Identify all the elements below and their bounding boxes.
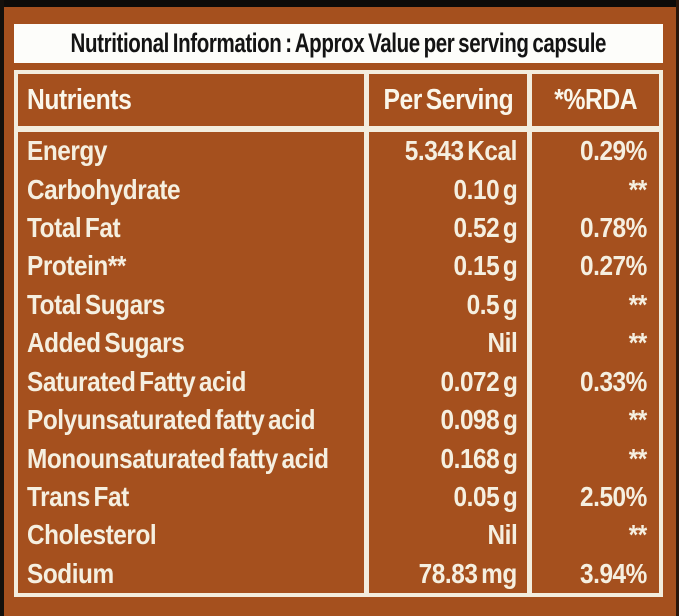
rda-value: ** [527, 285, 659, 325]
table-row-added-sugars: Added Sugars Nil ** [18, 324, 659, 363]
per-serving-value: 0.10 g [364, 170, 527, 209]
per-serving-value: 5.343 Kcal [364, 132, 527, 171]
per-serving-value: 0.072 g [364, 362, 527, 401]
rda-value: 3.94% [527, 554, 659, 594]
rda-value: ** [527, 170, 659, 209]
photo-edge-right [676, 0, 679, 616]
table-row-protein: Protein** 0.15 g 0.27% [18, 247, 659, 286]
per-serving-value: 0.168 g [364, 439, 527, 478]
nutrient-name: Sodium [27, 557, 114, 589]
table-row-trans-fat: Trans Fat 0.05 g 2.50% [18, 477, 659, 517]
rda-value: 2.50% [527, 477, 659, 517]
table-row-monounsaturated-fatty-acid: Monounsaturated fatty acid 0.168 g ** [18, 439, 659, 478]
rda-value: 0.78% [527, 208, 659, 248]
table-row-carbohydrate: Carbohydrate 0.10 g ** [18, 170, 659, 209]
rda-value: ** [527, 516, 659, 555]
photo-edge-top [0, 0, 679, 7]
table-header-row: Nutrients Per Serving *%RDA [18, 74, 659, 132]
rda-value: ** [527, 439, 659, 478]
label-content: Nutritional Information : Approx Value p… [4, 7, 676, 616]
table-row-total-fat: Total Fat 0.52 g 0.78% [18, 208, 659, 248]
rda-value: 0.29% [527, 132, 659, 171]
per-serving-value: Nil [364, 516, 527, 555]
rda-value: 0.27% [527, 247, 659, 286]
table-row-polyunsaturated-fatty-acid: Polyunsaturated fatty acid 0.098 g ** [18, 400, 659, 440]
header-rda: *%RDA [527, 74, 659, 126]
per-serving-value: 0.52 g [364, 208, 527, 248]
nutrient-name: Cholesterol [27, 519, 157, 551]
per-serving-value: 78.83 mg [364, 554, 527, 594]
table-row-cholesterol: Cholesterol Nil ** [18, 516, 659, 555]
nutrient-name: Added Sugars [27, 327, 185, 359]
header-per-serving: Per Serving [364, 74, 527, 126]
rda-value: 0.33% [527, 362, 659, 401]
nutrient-name: Saturated Fatty acid [27, 365, 246, 397]
title-text: Nutritional Information : Approx Value p… [70, 28, 607, 58]
per-serving-value: Nil [364, 324, 527, 363]
nutrient-name: Total Fat [27, 212, 121, 244]
table-row-saturated-fatty-acid: Saturated Fatty acid 0.072 g 0.33% [18, 362, 659, 401]
nutrient-name: Monounsaturated fatty acid [27, 442, 329, 474]
nutrient-name: Energy [27, 135, 107, 167]
per-serving-value: 0.05 g [364, 477, 527, 517]
table-row-total-sugars: Total Sugars 0.5 g ** [18, 285, 659, 325]
nutrient-name: Polyunsaturated fatty acid [27, 404, 316, 436]
table-body: Energy 5.343 Kcal 0.29% Carbohydrate 0.1… [18, 132, 659, 594]
table-row-sodium: Sodium 78.83 mg 3.94% [18, 554, 659, 594]
nutrient-name: Protein** [27, 250, 126, 282]
nutrient-name: Total Sugars [27, 288, 165, 320]
header-nutrients: Nutrients [27, 83, 132, 116]
rda-value: ** [527, 324, 659, 363]
per-serving-value: 0.15 g [364, 247, 527, 286]
photo-edge-left [0, 0, 4, 616]
nutrient-name: Carbohydrate [27, 173, 181, 205]
table-row-energy: Energy 5.343 Kcal 0.29% [18, 132, 659, 171]
nutrition-table: Nutrients Per Serving *%RDA Energy 5.343… [14, 70, 663, 597]
title-bar: Nutritional Information : Approx Value p… [14, 24, 663, 63]
per-serving-value: 0.5 g [364, 285, 527, 325]
nutrient-name: Trans Fat [27, 481, 129, 512]
rda-value: ** [527, 400, 659, 440]
per-serving-value: 0.098 g [364, 400, 527, 440]
